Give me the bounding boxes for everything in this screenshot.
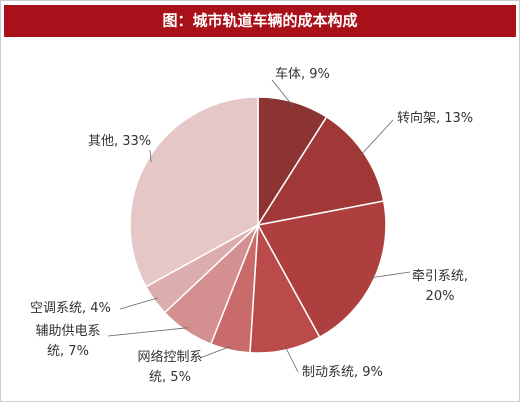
data-label: 其他, 33% bbox=[88, 134, 151, 149]
leader-line bbox=[107, 327, 189, 337]
leader-line bbox=[119, 297, 158, 310]
data-label: 辅助供电系统, 7% bbox=[35, 324, 100, 359]
data-label: 空调系统, 4% bbox=[30, 301, 111, 316]
data-label: 车体, 9% bbox=[275, 66, 330, 82]
leader-line bbox=[199, 345, 232, 359]
title-banner bbox=[4, 5, 516, 37]
pie-slice bbox=[256, 200, 387, 339]
leader-line bbox=[360, 119, 394, 156]
chart-title: 图：城市轨道车辆的成本构成 bbox=[162, 12, 357, 30]
pie-slice bbox=[129, 96, 259, 288]
leader-line bbox=[271, 79, 293, 107]
data-label: 制动系统, 9% bbox=[302, 365, 383, 380]
leader-line bbox=[370, 271, 411, 279]
data-label: 网络控制系统, 5% bbox=[137, 349, 202, 385]
pie-slice bbox=[256, 115, 385, 227]
data-label: 牵引系统, 20% bbox=[412, 269, 468, 304]
leader-line bbox=[284, 345, 299, 373]
data-label: 转向架, 13% bbox=[397, 110, 473, 126]
leader-line bbox=[149, 149, 152, 162]
